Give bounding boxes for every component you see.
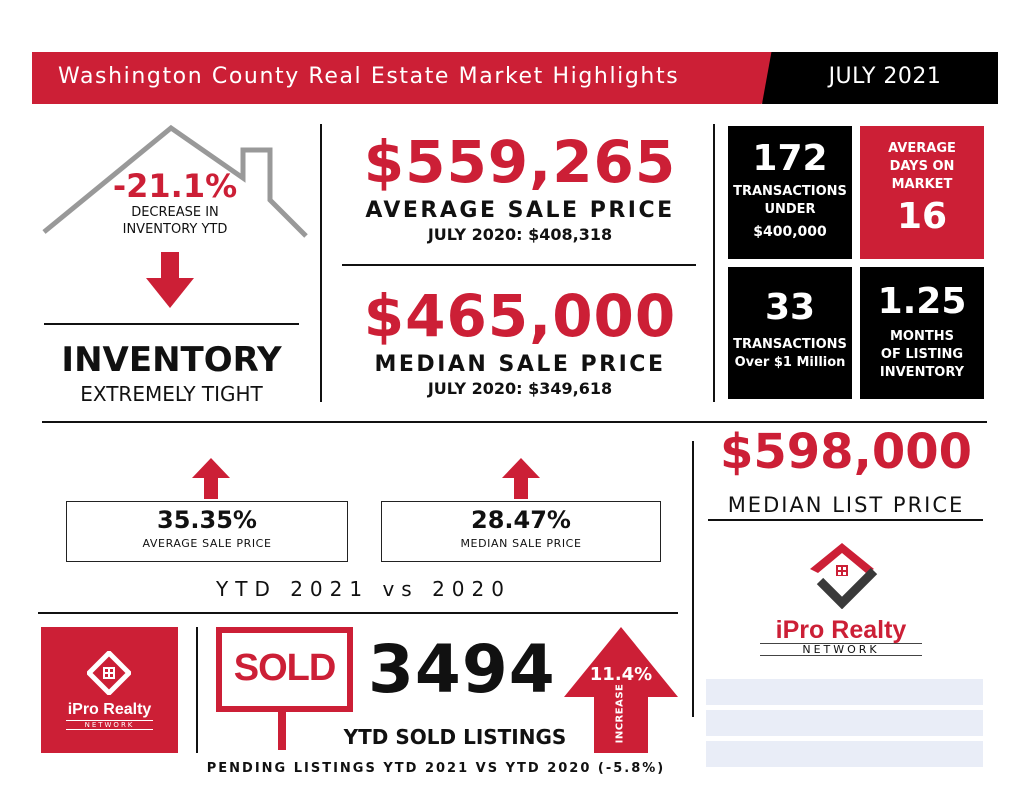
inventory-title: INVENTORY [61, 340, 282, 380]
stat-label: INVENTORY [879, 365, 965, 380]
stat-box-months-inventory: 1.25 MONTHS OF LISTING INVENTORY [860, 267, 984, 399]
stat-value: 172 [752, 138, 828, 179]
median-sale-prior: JULY 2020: $349,618 [427, 379, 613, 398]
stat-value: 33 [764, 287, 816, 328]
sold-label: YTD SOLD LISTINGS [343, 725, 567, 749]
ytd-average-label: AVERAGE SALE PRICE [142, 537, 272, 550]
ytd-median-label: MEDIAN SALE PRICE [460, 537, 582, 550]
increase-arrow-icon [564, 627, 678, 753]
average-sale-value: $559,265 [363, 128, 677, 196]
average-sale-prior: JULY 2020: $408,318 [427, 225, 613, 244]
stat-label: MONTHS [890, 329, 954, 344]
divider [692, 441, 694, 717]
up-arrow-stem [514, 477, 528, 499]
stat-value: 16 [896, 196, 948, 237]
divider [42, 421, 987, 423]
ipro-logo-wordmark: iPro Realty [746, 616, 936, 645]
divider [44, 323, 299, 325]
placeholder-bar [706, 710, 983, 736]
stat-label: AVERAGE [888, 141, 956, 156]
sold-count: 3494 [368, 631, 556, 708]
inventory-change-label-2: INVENTORY YTD [122, 222, 228, 237]
ytd-caption: YTD 2021 vs 2020 [216, 577, 511, 601]
divider [713, 124, 715, 402]
median-sale-block: $465,000 MEDIAN SALE PRICE JULY 2020: $3… [340, 282, 700, 398]
inventory-change-label: DECREASE IN [131, 205, 219, 220]
ytd-median-value: 28.47% [471, 506, 571, 534]
median-list-value: $598,000 [719, 424, 973, 480]
logo-i: i [67, 701, 73, 718]
ipro-logo-tagline: NETWORK [760, 643, 922, 656]
placeholder-bar [706, 741, 983, 767]
median-list-label: MEDIAN LIST PRICE [727, 493, 965, 517]
divider [320, 124, 322, 402]
stat-label: DAYS ON [889, 159, 955, 174]
stat-label: $400,000 [753, 224, 827, 240]
logo-realty: Realty [103, 701, 152, 718]
ipro-logo-mark-icon [87, 651, 131, 695]
header-date-banner [762, 52, 998, 104]
stat-label: Over $1 Million [734, 355, 846, 370]
average-sale-block: $559,265 AVERAGE SALE PRICE JULY 2020: $… [340, 128, 700, 244]
pending-note: PENDING LISTINGS YTD 2021 VS YTD 2020 (-… [206, 761, 666, 776]
stat-value: 1.25 [877, 281, 967, 322]
stat-label: TRANSACTIONS [733, 337, 847, 352]
header-banner [32, 52, 792, 104]
stat-box-days-on-market: AVERAGE DAYS ON MARKET 16 [860, 126, 984, 259]
sold-increase-value: 11.4% [589, 664, 653, 685]
down-arrow-icon [146, 252, 194, 308]
divider [342, 264, 696, 266]
sold-increase-label: INCREASE [614, 683, 626, 744]
house-outline-icon [42, 124, 308, 238]
ipro-logo-wordmark: iPro Realty [41, 701, 178, 719]
average-sale-label: AVERAGE SALE PRICE [365, 198, 675, 223]
median-sale-value: $465,000 [363, 282, 677, 350]
stat-label: MARKET [891, 177, 953, 192]
inventory-change-value: -21.1% [112, 167, 238, 205]
sold-sign-text: SOLD [233, 647, 337, 689]
logo-i: i [775, 616, 783, 644]
divider [38, 612, 678, 614]
placeholder-bar [706, 679, 983, 705]
report-date: JULY 2021 [828, 64, 942, 89]
ipro-logo-mark-icon [810, 543, 878, 609]
stat-box-under-400k: 172 TRANSACTIONS UNDER $400,000 [728, 126, 852, 259]
stat-box-over-1m: 33 TRANSACTIONS Over $1 Million [728, 267, 852, 399]
logo-pro: Pro [72, 701, 99, 718]
logo-realty: Realty [831, 616, 907, 644]
up-arrow-stem [204, 477, 218, 499]
ipro-logo-tagline: NETWORK [66, 720, 153, 730]
page-title: Washington County Real Estate Market Hig… [58, 64, 680, 89]
inventory-change-block: -21.1% DECREASE IN INVENTORY YTD [60, 168, 290, 238]
median-sale-label: MEDIAN SALE PRICE [374, 352, 666, 377]
stat-label: TRANSACTIONS [733, 184, 847, 199]
logo-pro: Pro [782, 616, 825, 644]
sold-sign-post [278, 712, 286, 750]
divider [708, 519, 983, 521]
up-arrow-icon [502, 458, 540, 478]
stat-label: OF LISTING [880, 347, 964, 362]
ytd-average-box: 35.35% AVERAGE SALE PRICE [66, 501, 348, 562]
sold-sign: SOLD [216, 627, 353, 712]
stat-label: UNDER [764, 202, 816, 217]
divider [196, 627, 198, 753]
inventory-subtitle: EXTREMELY TIGHT [80, 382, 263, 406]
ytd-average-value: 35.35% [157, 506, 257, 534]
up-arrow-icon [192, 458, 230, 478]
ytd-median-box: 28.47% MEDIAN SALE PRICE [381, 501, 661, 562]
